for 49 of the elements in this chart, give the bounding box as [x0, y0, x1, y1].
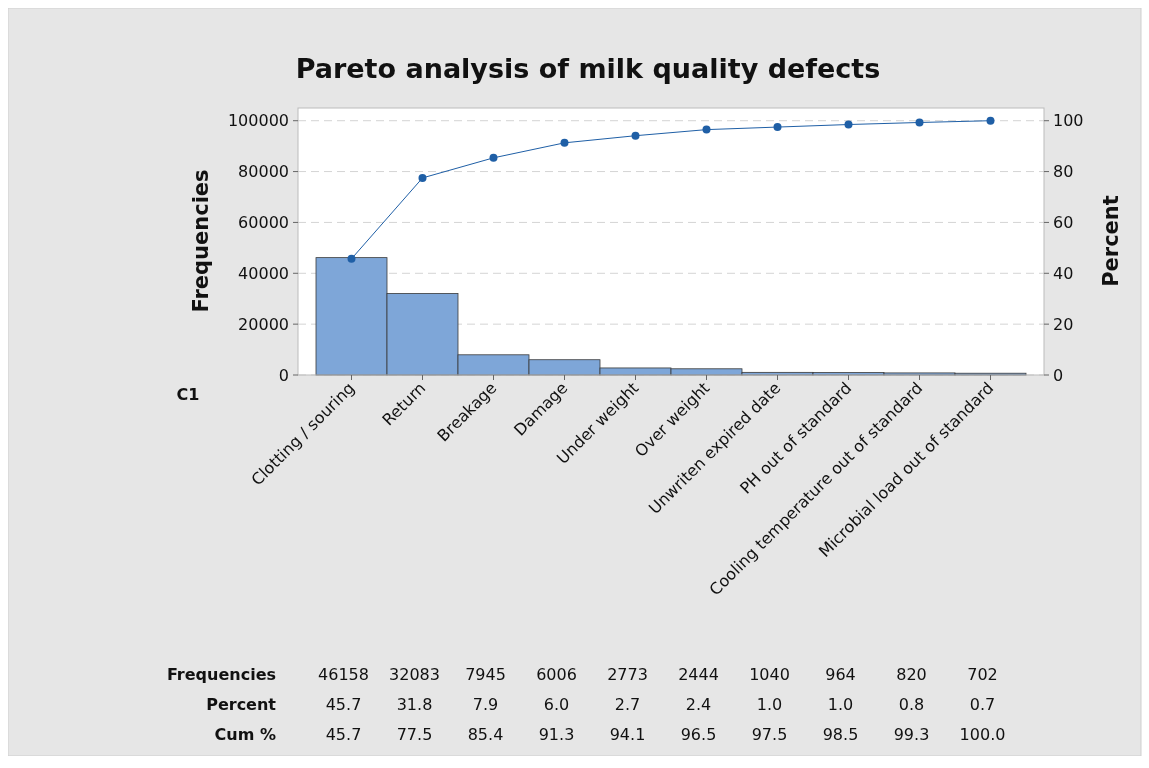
y-tick-label: 100000 [227, 111, 289, 131]
text: 1.0 [827, 695, 854, 714]
data-label: 77.5 [396, 725, 433, 744]
data-label: 6006 [536, 665, 577, 684]
y2-tick-label: 100 [1053, 111, 1084, 131]
y2-tick-label: 80 [1053, 162, 1074, 182]
text: 0.7 [969, 695, 996, 714]
text: Frequencies [166, 665, 276, 684]
text: 45.7 [325, 695, 362, 714]
data-label: 7945 [465, 665, 506, 684]
text: Percent [206, 695, 277, 714]
data-label: 99.3 [893, 725, 930, 744]
chart-title: Pareto analysis of milk quality defects [295, 53, 881, 84]
data-label: 85.4 [467, 725, 504, 744]
y2-tick-label: 40 [1053, 263, 1074, 283]
y-tick-label: 0 [278, 365, 289, 385]
data-label: 702 [967, 665, 998, 684]
data-label: 820 [896, 665, 927, 684]
text: 6.0 [543, 695, 570, 714]
text: Cum % [214, 725, 276, 744]
data-label: 964 [825, 665, 856, 684]
data-label: 94.1 [609, 725, 646, 744]
data-label: 45.7 [325, 725, 362, 744]
y-tick-label: 60000 [238, 213, 289, 233]
y2-axis-title: Percent [1099, 195, 1123, 287]
y2-tick-label: 0 [1053, 365, 1064, 385]
y2-tick-label: 60 [1053, 213, 1074, 233]
data-label: 96.5 [680, 725, 717, 744]
y-tick-label: 20000 [238, 314, 289, 334]
data-label: 32083 [389, 665, 440, 684]
data-label: 46158 [318, 665, 369, 684]
text: C1 [176, 385, 200, 404]
y2-tick-label: 20 [1053, 314, 1074, 334]
data-label: 91.3 [538, 725, 575, 744]
text: 1.0 [756, 695, 783, 714]
data-label: 2444 [678, 665, 719, 684]
data-label: 98.5 [822, 725, 859, 744]
y-axis-title: Frequencies [189, 169, 213, 313]
data-label: 1040 [749, 665, 790, 684]
text: 0.8 [898, 695, 925, 714]
text: 2.4 [685, 695, 712, 714]
text: 7.9 [472, 695, 499, 714]
text: 2.7 [614, 695, 641, 714]
y-tick-label: 80000 [238, 162, 289, 182]
data-label: 100.0 [959, 725, 1006, 744]
data-label: 2773 [607, 665, 648, 684]
y-tick-label: 40000 [238, 263, 289, 283]
text: 31.8 [396, 695, 433, 714]
data-label: 97.5 [751, 725, 788, 744]
